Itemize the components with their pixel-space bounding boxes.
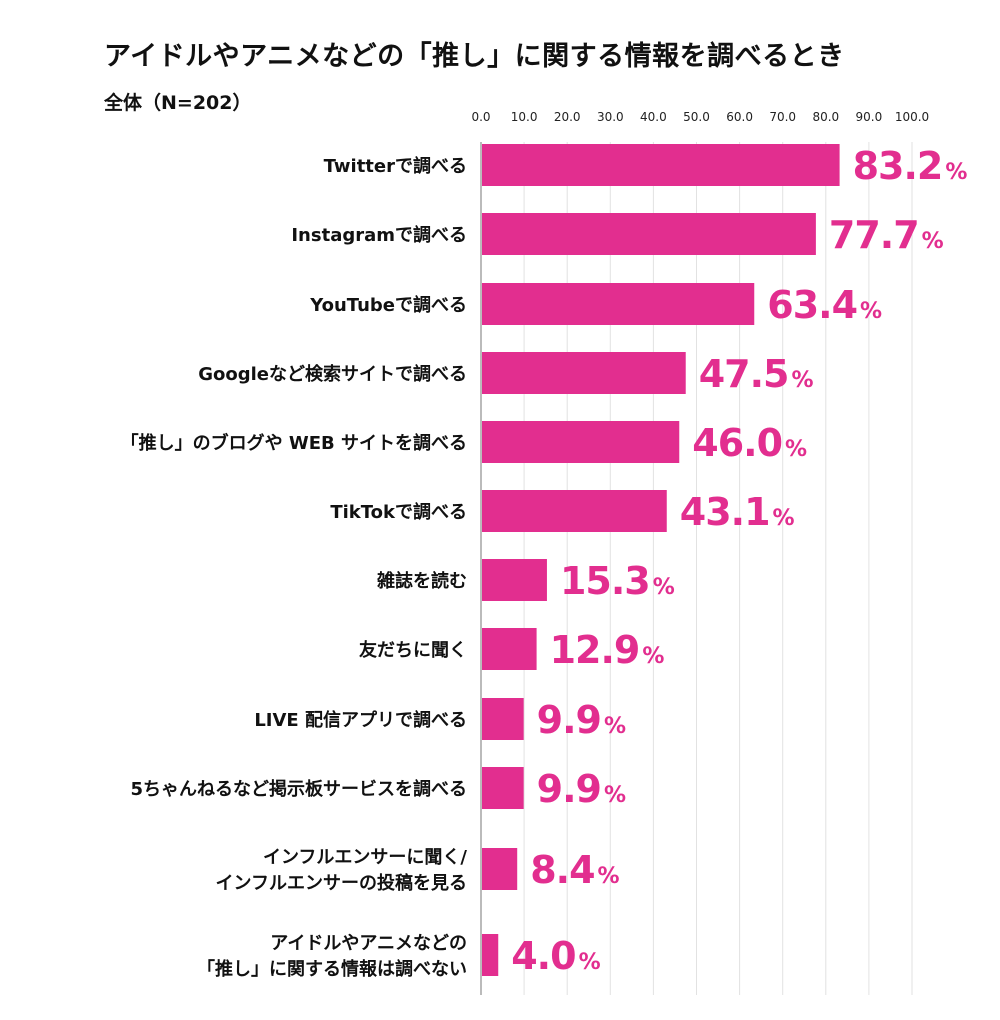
data-label-unit: % bbox=[579, 950, 601, 975]
category-label: TikTokで調べる bbox=[330, 501, 467, 523]
data-label-unit: % bbox=[922, 229, 944, 254]
data-label-value: 12.9 bbox=[550, 628, 640, 672]
bar bbox=[482, 848, 518, 890]
data-label: 46.0% bbox=[692, 421, 807, 465]
data-label: 4.0% bbox=[511, 934, 600, 978]
tick-label: 30.0 bbox=[597, 110, 624, 124]
category-label: 「推し」に関する情報は調べない bbox=[197, 958, 467, 980]
data-label-value: 15.3 bbox=[560, 559, 650, 603]
bar bbox=[482, 144, 840, 186]
data-label: 15.3% bbox=[560, 559, 675, 603]
data-label-unit: % bbox=[653, 575, 675, 600]
tick-label: 0.0 bbox=[471, 110, 490, 124]
bar bbox=[482, 283, 755, 325]
bar bbox=[482, 934, 499, 976]
data-label-value: 4.0 bbox=[511, 934, 575, 978]
chart-subtitle: 全体（N=202） bbox=[104, 92, 252, 114]
category-label: 友だちに聞く bbox=[359, 639, 467, 661]
data-label-value: 43.1 bbox=[680, 490, 770, 534]
bar bbox=[482, 698, 524, 740]
tick-label: 70.0 bbox=[769, 110, 796, 124]
data-label: 9.9% bbox=[537, 767, 626, 811]
category-label: インフルエンサーの投稿を見る bbox=[216, 872, 467, 894]
bar bbox=[482, 559, 547, 601]
data-label-unit: % bbox=[642, 644, 664, 669]
data-label-value: 46.0 bbox=[692, 421, 782, 465]
category-label: Twitterで調べる bbox=[324, 155, 467, 177]
data-label-value: 47.5 bbox=[699, 352, 789, 396]
bar bbox=[482, 421, 680, 463]
category-label: 「推し」のブログや WEB サイトを調べる bbox=[121, 432, 467, 454]
category-label: YouTubeで調べる bbox=[309, 294, 467, 316]
data-label-unit: % bbox=[945, 160, 967, 185]
data-label-value: 9.9 bbox=[537, 767, 601, 811]
data-label: 8.4% bbox=[530, 848, 619, 892]
tick-label: 20.0 bbox=[554, 110, 581, 124]
tick-label: 100.0 bbox=[895, 110, 929, 124]
data-label: 83.2% bbox=[853, 144, 968, 188]
bar bbox=[482, 213, 816, 255]
data-label-value: 77.7 bbox=[829, 213, 919, 257]
data-label: 63.4% bbox=[767, 283, 882, 327]
bar bbox=[482, 490, 667, 532]
data-label-unit: % bbox=[604, 783, 626, 808]
tick-label: 50.0 bbox=[683, 110, 710, 124]
category-label: アイドルやアニメなどの bbox=[270, 933, 467, 954]
tick-label: 90.0 bbox=[856, 110, 883, 124]
data-label-value: 63.4 bbox=[767, 283, 857, 327]
data-label-value: 83.2 bbox=[853, 144, 943, 188]
data-label-unit: % bbox=[791, 368, 813, 393]
data-label-value: 8.4 bbox=[530, 848, 594, 892]
category-label: 5ちゃんねるなど掲示板サービスを調べる bbox=[130, 778, 467, 800]
data-label-unit: % bbox=[604, 714, 626, 739]
bar bbox=[482, 352, 686, 394]
tick-label: 40.0 bbox=[640, 110, 667, 124]
tick-label: 80.0 bbox=[812, 110, 839, 124]
category-label: LIVE 配信アプリで調べる bbox=[254, 709, 467, 731]
category-label: Googleなど検索サイトで調べる bbox=[198, 363, 467, 385]
category-label: 雑誌を読む bbox=[376, 570, 467, 592]
data-label-unit: % bbox=[773, 506, 795, 531]
category-label: Instagramで調べる bbox=[291, 224, 467, 246]
data-label-unit: % bbox=[860, 299, 882, 324]
data-label-value: 9.9 bbox=[537, 698, 601, 742]
data-label-unit: % bbox=[598, 864, 620, 889]
data-label: 9.9% bbox=[537, 698, 626, 742]
category-label: インフルエンサーに聞く/ bbox=[263, 847, 467, 868]
bar bbox=[482, 628, 537, 670]
chart-title: アイドルやアニメなどの「推し」に関する情報を調べるとき bbox=[104, 41, 845, 72]
data-label: 12.9% bbox=[550, 628, 665, 672]
data-label: 43.1% bbox=[680, 490, 795, 534]
data-label-unit: % bbox=[785, 437, 807, 462]
bar bbox=[482, 767, 524, 809]
tick-label: 10.0 bbox=[511, 110, 538, 124]
data-label: 47.5% bbox=[699, 352, 814, 396]
tick-label: 60.0 bbox=[726, 110, 753, 124]
data-label: 77.7% bbox=[829, 213, 944, 257]
